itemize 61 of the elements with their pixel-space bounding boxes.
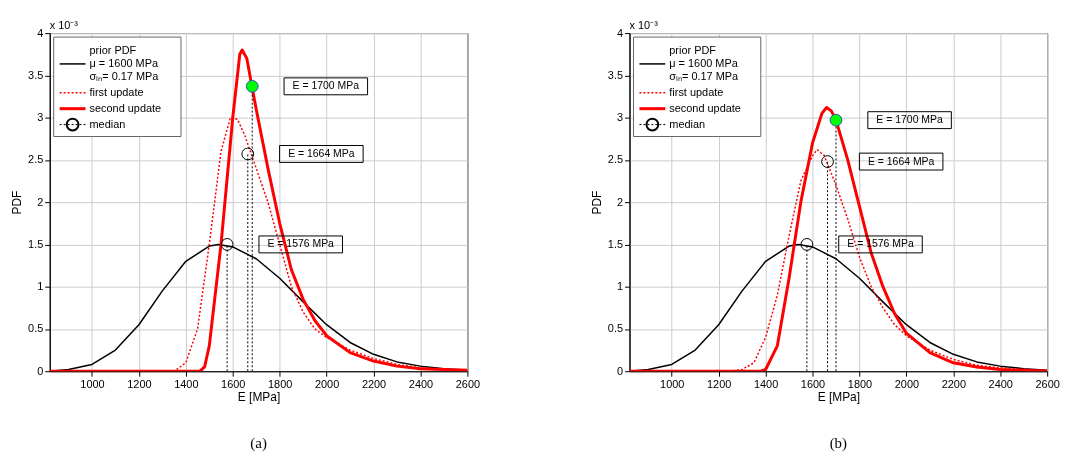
y-tick-label: 1: [616, 280, 624, 293]
legend-label: second update: [669, 101, 741, 114]
x-tick-label: 1400: [174, 377, 199, 390]
x-tick-label: 1600: [800, 377, 826, 390]
text: x 10⁻³: [629, 19, 659, 32]
point: [241, 147, 255, 161]
y-tick-label: 0.5: [28, 322, 44, 335]
y-tick-label: 4: [616, 26, 624, 39]
y-tick-label: 1: [37, 280, 44, 293]
y-tick-label: 1.5: [607, 237, 624, 250]
point: [245, 79, 259, 93]
y-tick-label: 3: [616, 111, 624, 124]
point: [821, 155, 834, 168]
x-tick-label: 1400: [753, 377, 779, 390]
y-axis-title: PDF: [589, 190, 604, 215]
annotation: E = 1576 MPa: [267, 238, 335, 250]
point: [220, 238, 234, 251]
annotation: E = 1700 MPa: [876, 114, 943, 126]
point: [829, 113, 843, 127]
annotation: E = 1664 MPa: [288, 147, 355, 159]
x-tick-label: 1000: [660, 377, 685, 390]
legend-label: median: [669, 117, 706, 130]
legend-label: median: [89, 117, 126, 130]
x-tick-label: 2400: [988, 377, 1013, 390]
text: (a): [250, 434, 267, 452]
y-tick-label: 2: [616, 195, 624, 208]
x-tick-label: 1800: [847, 377, 873, 390]
x-tick-label: 1800: [268, 377, 293, 390]
y-tick-label: 3.5: [28, 68, 44, 81]
y-tick-label: 3: [37, 111, 44, 124]
legend-label: first update: [89, 85, 144, 98]
text: x 10⁻³: [49, 19, 79, 32]
y-tick-label: 3.5: [607, 68, 624, 81]
y-tick-label: 0: [37, 364, 44, 377]
y-tick-label: 2: [37, 195, 44, 208]
x-tick-label: 2400: [408, 377, 434, 390]
legend-label: first update: [669, 85, 724, 98]
x-tick-label: 1200: [127, 377, 152, 390]
y-tick-label: 1.5: [28, 237, 44, 250]
y-tick-label: 2.5: [28, 153, 44, 166]
x-tick-label: 1600: [221, 377, 246, 390]
annotation: E = 1700 MPa: [292, 80, 360, 92]
x-axis-title: E [MPa]: [817, 389, 861, 404]
x-tick-label: 2000: [314, 377, 340, 390]
legend-label: second update: [89, 101, 162, 114]
annotation: E = 1664 MPa: [867, 155, 935, 167]
text: (b): [829, 434, 848, 452]
x-tick-label: 2200: [361, 377, 387, 390]
x-tick-label: 1000: [80, 377, 105, 390]
x-tick-label: 2600: [1035, 377, 1060, 390]
y-tick-label: 4: [37, 26, 44, 39]
y-tick-label: 0.5: [607, 322, 624, 335]
x-tick-label: 2600: [455, 377, 481, 390]
x-tick-label: 2200: [941, 377, 966, 390]
y-axis-title: PDF: [10, 190, 25, 215]
x-tick-label: 1200: [707, 377, 732, 390]
x-tick-label: 2000: [894, 377, 920, 390]
point: [800, 238, 814, 251]
y-tick-label: 2.5: [607, 153, 624, 166]
x-axis-title: E [MPa]: [237, 389, 281, 404]
y-tick-label: 0: [616, 364, 624, 377]
